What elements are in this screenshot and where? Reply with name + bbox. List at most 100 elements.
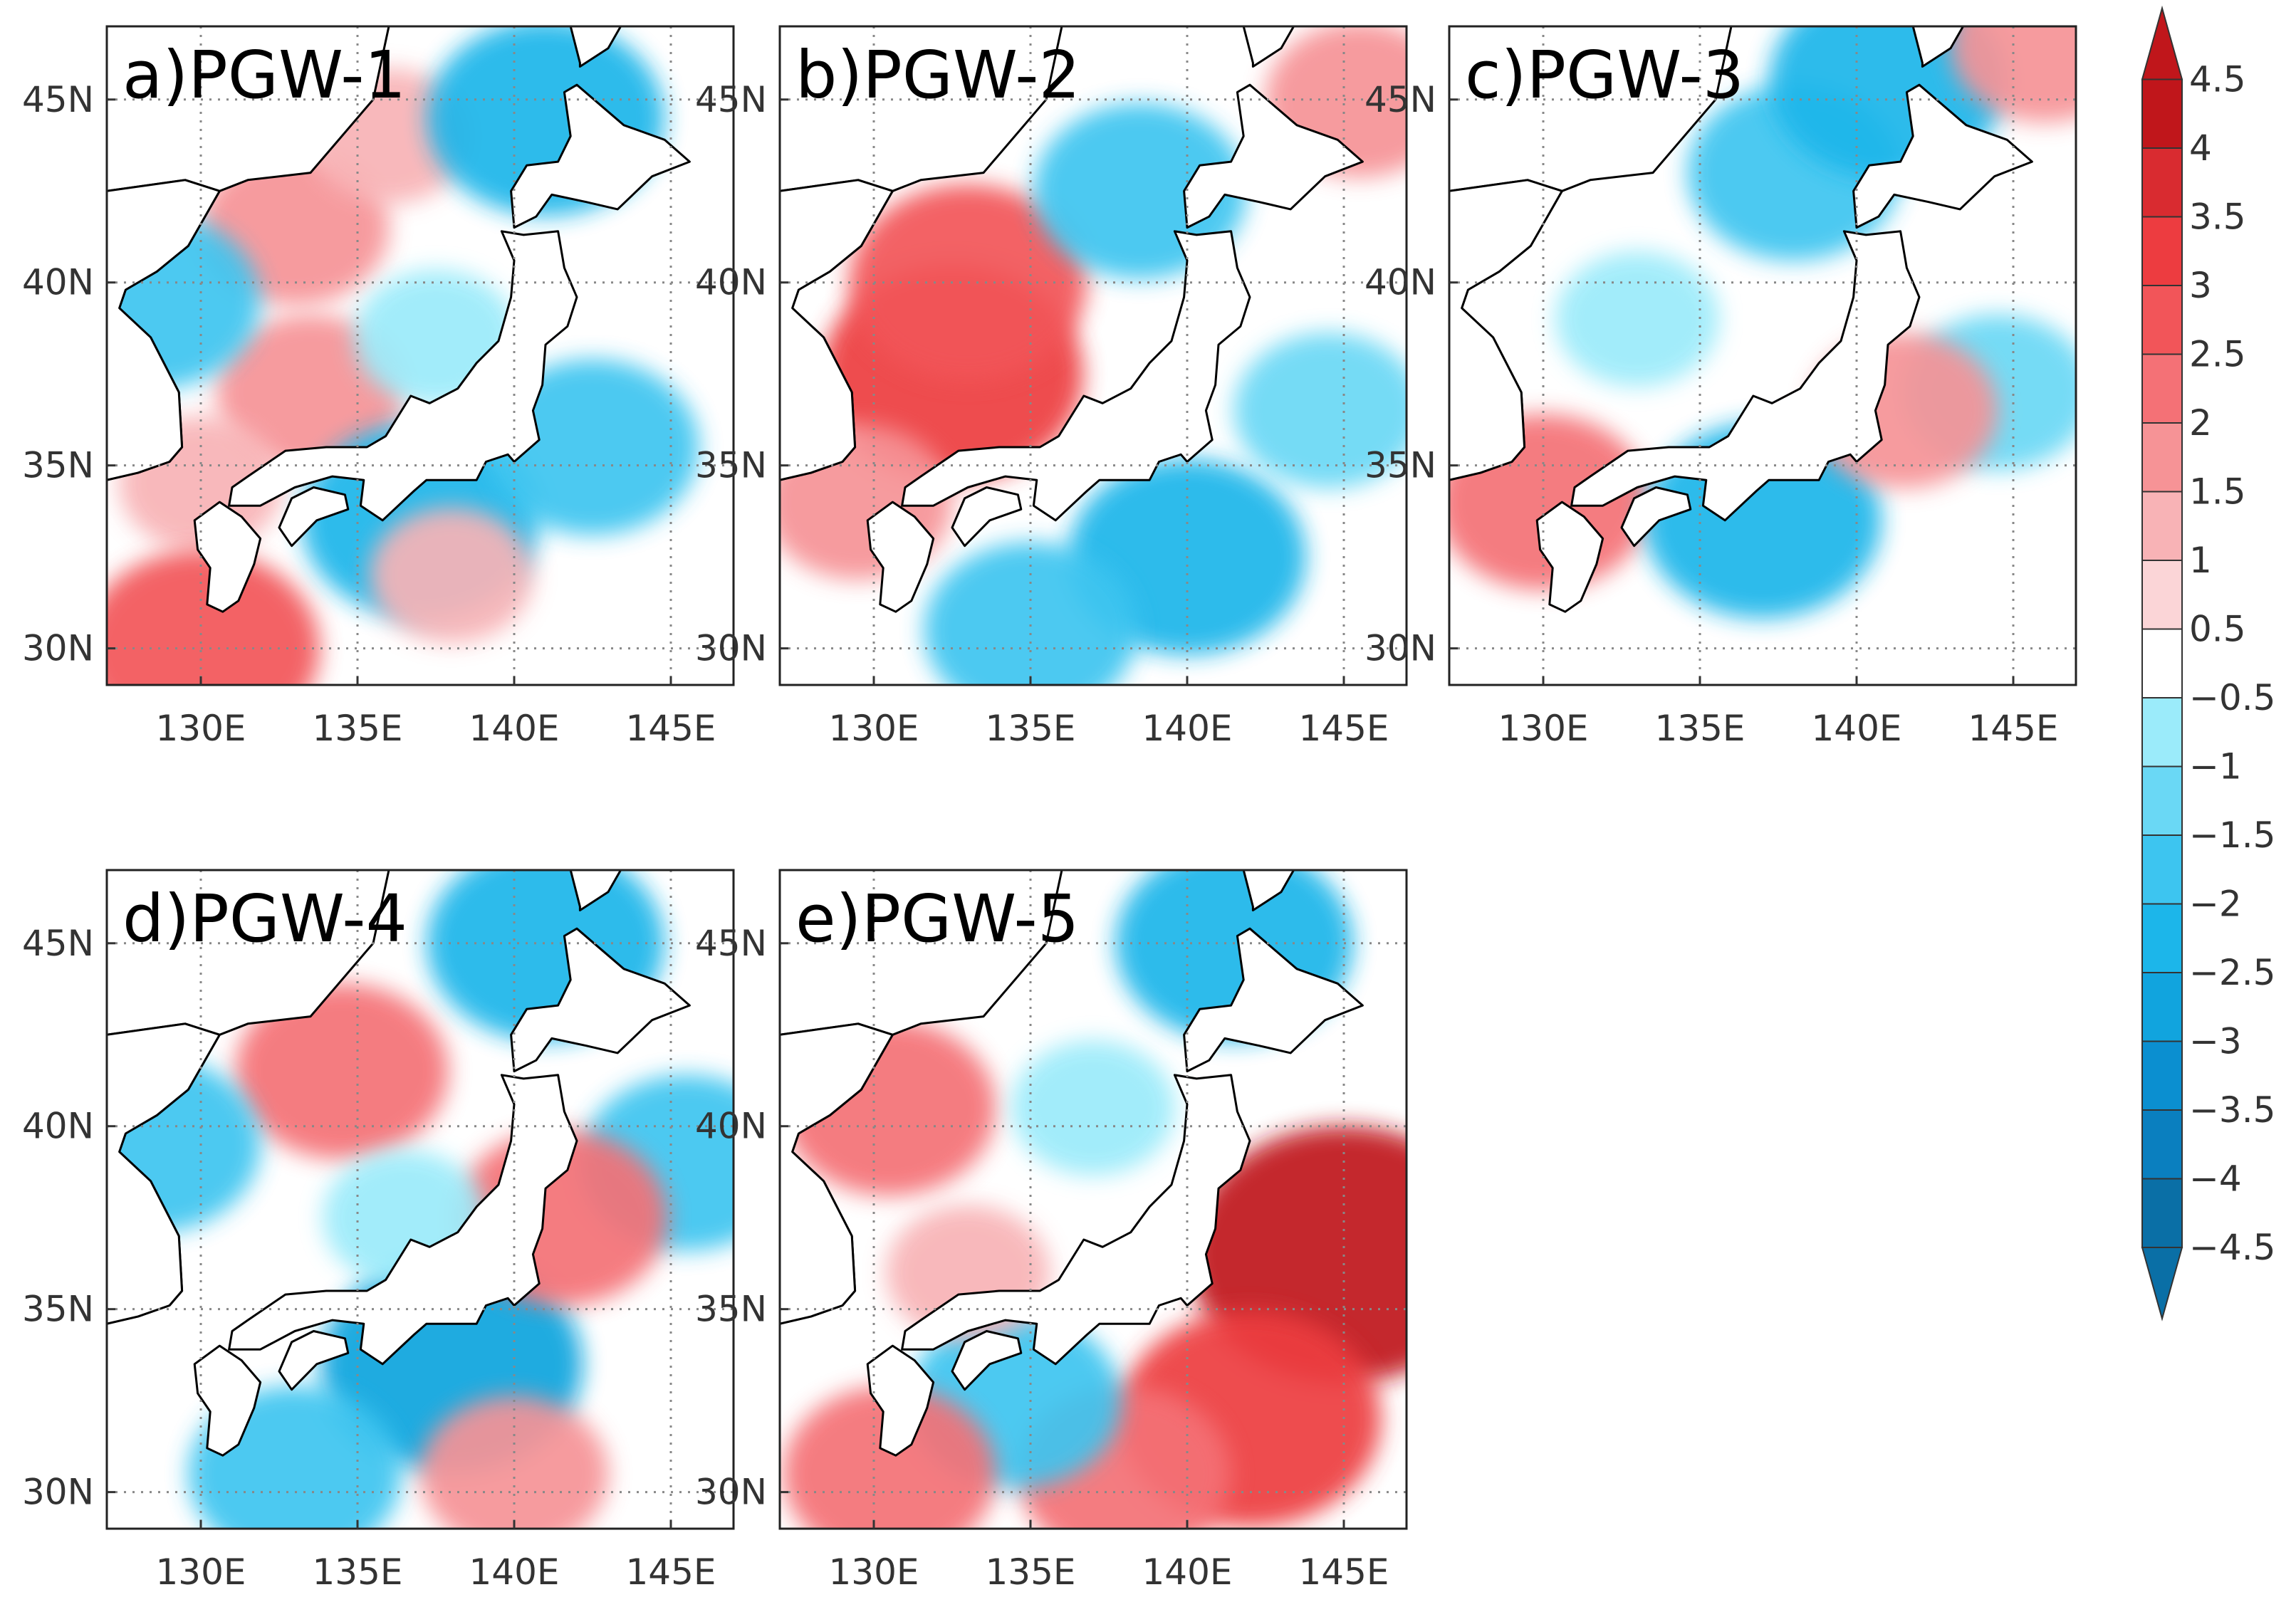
colorbar-under-triangle: [2141, 1247, 2183, 1321]
panel-d-land: [107, 870, 691, 1457]
panel-b-coast-honshu: [901, 230, 1251, 522]
panel-a-anomaly-3: [107, 550, 320, 685]
colorbar-segment: [2141, 78, 2183, 149]
panel-e-anomaly-6: [1011, 1040, 1175, 1176]
colorbar-label: 4.5: [2189, 59, 2246, 100]
panel-b-ticks: 130E 135E 140E 145E 30N 35N 40N 45N: [695, 79, 1389, 749]
colorbar-segment: [2141, 147, 2183, 218]
panel-a-coast-shikoku: [278, 486, 350, 548]
panel-e-coast-sakhalin: [1242, 870, 1295, 911]
colorbar-label: 1: [2189, 540, 2212, 581]
colorbar-label: 3: [2189, 265, 2212, 306]
panel-d-coast-kyushu: [193, 1344, 262, 1457]
panel-a-coast-sakhalin: [569, 26, 622, 68]
panel-a-ticks: 130E 135E 140E 145E 30N 35N 40N 45N: [22, 79, 716, 749]
colorbar-label: 0.5: [2189, 609, 2246, 650]
panel-c-coast-kyushu: [1535, 501, 1604, 613]
panel-c-frame: [1448, 25, 2077, 686]
panel-e-ticks: 130E 135E 140E 145E 30N 35N 40N 45N: [695, 923, 1389, 1593]
panel-b-land: [780, 26, 1364, 613]
panel-d-ytick-label: 35N: [22, 1289, 94, 1330]
panel-e-coast-kyushu: [866, 1344, 935, 1457]
panel-e-xtick-label: 135E: [985, 1551, 1075, 1593]
panel-c-coast-sakhalin: [1911, 26, 1965, 68]
colorbar-segment: [2141, 1040, 2183, 1111]
panel-e-ytick-label: 35N: [695, 1289, 767, 1330]
panel-d-xtick-label: 130E: [155, 1551, 246, 1593]
colorbar-segment: [2141, 1109, 2183, 1180]
panel-a-coast-peninsula: [107, 179, 221, 481]
colorbar-label: −2: [2189, 884, 2242, 925]
panel-b-coast-sakhalin: [1242, 26, 1295, 68]
panel-c-xtick-label: 135E: [1654, 708, 1745, 749]
panel-d-xtick-label: 135E: [312, 1551, 402, 1593]
panel-e-title: e)PGW-5: [795, 881, 1079, 957]
panel-a-land: [107, 26, 691, 613]
colorbar-segment: [2141, 628, 2183, 698]
panel-a-anomaly-8: [486, 359, 699, 535]
panel-e-land: [780, 870, 1364, 1457]
colorbar-segment: [2141, 1178, 2183, 1248]
colorbar-segment: [2141, 491, 2183, 561]
panel-a-coast-hokkaido: [510, 83, 691, 229]
panel-c: c)PGW-3 130E 135E 140E 145E 30N 35N 40N 45N: [1364, 25, 2077, 749]
panel-e-frame: [778, 869, 1408, 1530]
panel-d-grid: [107, 870, 734, 1529]
panel-a-xtick-label: 130E: [155, 708, 246, 749]
panel-a-ytick-label: 35N: [22, 445, 94, 486]
panel-a-xtick-label: 135E: [312, 708, 402, 749]
colorbar-segment: [2141, 216, 2183, 286]
panel-b-xtick-label: 140E: [1142, 708, 1232, 749]
panel-d-title: d)PGW-4: [122, 881, 407, 957]
panel-c-ticks: 130E 135E 140E 145E 30N 35N 40N 45N: [1364, 79, 2059, 749]
panel-b-coast-peninsula: [780, 179, 894, 481]
panel-d-ytick-label: 30N: [22, 1472, 94, 1513]
panel-a-title: a)PGW-1: [122, 37, 406, 113]
panel-b-xtick-label: 130E: [828, 708, 919, 749]
colorbar-label: −1.5: [2189, 815, 2275, 856]
colorbar-label: −2.5: [2189, 952, 2275, 993]
panel-b-ytick-label: 40N: [695, 262, 767, 303]
panel-c-title: c)PGW-3: [1465, 37, 1744, 113]
colorbar-segment: [2141, 697, 2183, 768]
colorbar-segment: [2141, 834, 2183, 905]
panel-b-coast-hokkaido: [1183, 83, 1364, 229]
panel-b-xtick-label: 145E: [1298, 708, 1389, 749]
panel-e-coast-peninsula: [780, 1022, 894, 1325]
colorbar-label: −0.5: [2189, 677, 2275, 718]
panel-d-anomaly-0: [235, 983, 449, 1160]
panel-e-xtick-label: 140E: [1142, 1551, 1232, 1593]
colorbar-label: 2.5: [2189, 334, 2246, 375]
colorbar-label: −3: [2189, 1021, 2242, 1062]
panel-c-land: [1449, 26, 2033, 613]
panel-c-xtick-label: 140E: [1811, 708, 1901, 749]
panel-c-ytick-label: 45N: [1364, 79, 1436, 120]
panel-d-coast-peninsula: [107, 1022, 221, 1325]
panel-a-grid: [107, 26, 734, 685]
panel-e: e)PGW-5 130E 135E 140E 145E 30N 35N 40N 45N: [695, 869, 1408, 1593]
colorbar-label: 1.5: [2189, 471, 2246, 513]
colorbar-label: 4: [2189, 127, 2212, 169]
panel-d: d)PGW-4 130E 135E 140E 145E 30N 35N 40N 45N: [22, 869, 735, 1593]
panel-b-coast-kyushu: [866, 501, 935, 613]
panel-d-coast-sakhalin: [569, 870, 622, 911]
colorbar-label: 2: [2189, 402, 2212, 444]
panel-e-coast-honshu: [901, 1074, 1251, 1366]
colorbar-label: 3.5: [2189, 197, 2246, 238]
panel-a: a)PGW-1 130E 135E 140E 145E 30N 35N 40N 45N: [22, 25, 735, 749]
panel-d-frame: [105, 869, 735, 1530]
colorbar-segment: [2141, 560, 2183, 630]
panel-c-grid: [1449, 26, 2076, 685]
panel-d-coast-hokkaido: [510, 927, 691, 1073]
panel-c-xtick-label: 145E: [1968, 708, 2058, 749]
panel-a-coast-honshu: [228, 230, 578, 522]
panel-c-coast-hokkaido: [1852, 83, 2033, 229]
panel-b-coast-shikoku: [951, 486, 1023, 548]
panel-d-xtick-label: 145E: [625, 1551, 716, 1593]
panel-c-anomaly-7: [1950, 26, 2076, 122]
colorbar-label: −3.5: [2189, 1089, 2275, 1131]
panel-e-ytick-label: 30N: [695, 1472, 767, 1513]
panel-b-ytick-label: 30N: [695, 628, 767, 669]
panel-b-ytick-label: 35N: [695, 445, 767, 486]
